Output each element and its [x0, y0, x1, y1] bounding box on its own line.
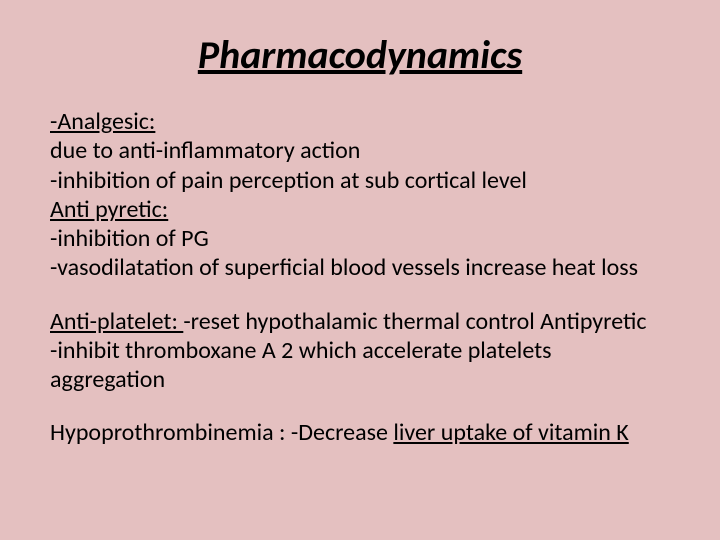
antiplatelet-rest-1: -reset hypothalamic thermal control Anti… — [183, 307, 646, 336]
analgesic-label: -Analgesic: — [50, 107, 155, 136]
antipyretic-line-1: -inhibition of PG — [50, 224, 670, 253]
antiplatelet-line-1: Anti-platelet: -reset hypothalamic therm… — [50, 307, 670, 336]
spacer-2 — [50, 394, 670, 418]
analgesic-heading: -Analgesic: — [50, 107, 670, 136]
slide-body: -Analgesic: due to anti-inflammatory act… — [50, 107, 670, 448]
spacer-1 — [50, 283, 670, 307]
antipyretic-line-2: -vasodilatation of superficial blood ves… — [50, 253, 670, 282]
hypo-part-b: liver uptake of vitamin K — [393, 418, 628, 447]
analgesic-line-1: due to anti-inflammatory action — [50, 136, 670, 165]
antipyretic-label: Anti pyretic: — [50, 195, 168, 224]
hypoprothrombinemia-line: Hypoprothrombinemia : -Decrease liver up… — [50, 418, 670, 447]
slide: Pharmacodynamics -Analgesic: due to anti… — [0, 0, 720, 540]
antiplatelet-line-2: -inhibit thromboxane A 2 which accelerat… — [50, 336, 670, 395]
slide-title: Pharmacodynamics — [50, 30, 670, 79]
analgesic-line-2: -inhibition of pain perception at sub co… — [50, 166, 670, 195]
hypo-part-a: Hypoprothrombinemia : -Decrease — [50, 418, 393, 447]
antipyretic-heading: Anti pyretic: — [50, 195, 670, 224]
antiplatelet-label: Anti-platelet: — [50, 307, 183, 336]
